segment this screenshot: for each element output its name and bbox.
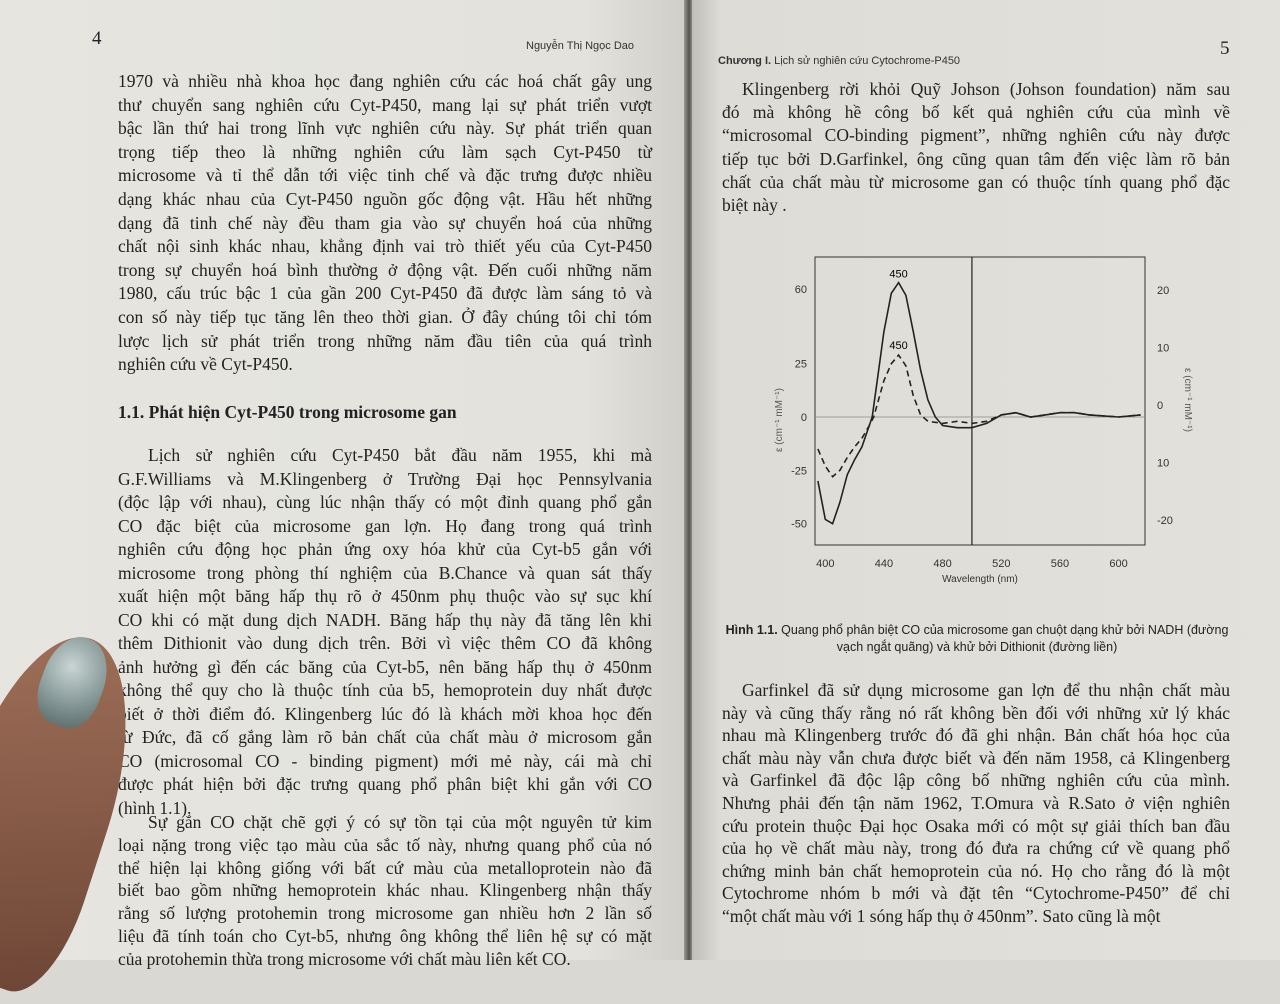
- text-line: nhau mà Klingenberg trước đó đã ghi nhận…: [722, 725, 1230, 746]
- right-y-tick-label: 0: [1157, 400, 1163, 412]
- text-line: lược lịch sử phát triển trong những năm …: [118, 330, 652, 351]
- y-tick-label: 60: [795, 284, 807, 296]
- text-line: chất màu này vẫn chưa được biết và đến n…: [722, 747, 1230, 768]
- text-line: thư chuyển sang nghiên cứu Cyt-P450, man…: [118, 94, 652, 115]
- section-heading: 1.1. Phát hiện Cyt-P450 trong microsome …: [118, 402, 457, 422]
- y-tick-label: -50: [791, 519, 807, 531]
- text-line: 1970 và nhiều nhà khoa học đang nghiên c…: [118, 71, 652, 91]
- text-line: cứu protein thuộc Đại học Osaka mới có m…: [722, 815, 1230, 836]
- text-line: Cytochrome nhóm b mới và đặt tên “Cytoch…: [722, 883, 1230, 904]
- page-number: 4: [92, 28, 102, 49]
- y-tick-label: -25: [791, 465, 807, 477]
- text-line: xuất hiện một băng hấp thụ rõ ở 450nm ph…: [118, 586, 652, 606]
- y-tick-label: 25: [795, 359, 807, 371]
- x-tick-label: 560: [1051, 558, 1069, 570]
- x-tick-label: 520: [992, 558, 1010, 570]
- chapter-label: Chương I.: [718, 55, 772, 67]
- text-line: không thể quy cho là thuộc tính của b5, …: [118, 680, 652, 700]
- dashed-series-line: [817, 353, 1141, 478]
- text-line: G.F.Williams và M.Klingenberg ở Trường Đ…: [118, 468, 652, 489]
- text-line: biệt này .: [722, 195, 787, 215]
- text-line: trong sự chuyển hoá bình thường ở động v…: [118, 259, 652, 280]
- text-line: microsome và tỉ thể dẫn tới việc tinh ch…: [118, 165, 652, 186]
- text-line: tiếp tục bởi D.Garfinkel, ông cũng quan …: [722, 148, 1230, 169]
- text-line: microsome trong phòng thí nghiệm của B.C…: [118, 562, 652, 583]
- y-axis-label: ε (cm⁻¹ mM⁻¹): [774, 388, 785, 452]
- text-line: thêm Dithionit vào dung dịch trên. Bởi v…: [118, 633, 652, 653]
- text-line: bậc lần thứ hai trong lĩnh vực nghiên cứ…: [118, 118, 652, 139]
- text-line: Klingenberg rời khỏi Quỹ Johson (Johson …: [742, 79, 1230, 99]
- text-line: (độc lập với nhau), cùng lúc nhận thấy c…: [118, 492, 652, 512]
- text-line: nghiên cứu về Cyt-P450.: [118, 354, 293, 375]
- text-line: con số này tiếp tục tăng lên theo thời g…: [118, 307, 652, 327]
- x-tick-label: 480: [933, 558, 951, 570]
- left-page: 4 Nguyễn Thị Ngọc Dao 1.1. Phát hiện Cyt…: [0, 0, 688, 969]
- caption-label: Hình 1.1.: [725, 623, 778, 637]
- text-line: ảnh hưởng gì đến các băng của Cyt-b5, nê…: [118, 656, 652, 677]
- text-line: CO (microsomal CO - binding pigment) mới…: [118, 750, 652, 771]
- text-line: chất của chất màu từ microsome gan có th…: [722, 171, 1230, 192]
- right-y-axis-label: ε (cm⁻¹ mM⁻¹): [1182, 368, 1193, 432]
- page-number: 5: [1220, 38, 1230, 59]
- text-line: “microsomal CO-binding pigment”, những n…: [722, 125, 1230, 146]
- text-line: CO khi có mặt dung dịch NADH. Băng hấp t…: [118, 609, 652, 630]
- text-line: chứng minh bản chất hemoprotein của nó. …: [722, 860, 1230, 881]
- x-axis-label: Wavelength (nm): [942, 574, 1018, 585]
- y-tick-label: 0: [801, 412, 807, 424]
- text-line: chất nội sinh khác nhau, khẳng định vai …: [118, 236, 652, 257]
- text-line: dạng khác nhau của Cyt-P450 nguồn gốc độ…: [118, 189, 652, 209]
- text-line: từ Đức, đã cố gắng làm rõ bản chất của c…: [118, 727, 652, 747]
- running-header: Chương I. Lịch sử nghiên cứu Cytochrome-…: [718, 55, 960, 67]
- text-line: (hình 1.1).: [118, 797, 192, 818]
- running-header: Nguyễn Thị Ngọc Dao: [526, 40, 635, 52]
- text-line: nghiên cứu động học phản ứng oxy hóa khử…: [118, 539, 652, 559]
- text-line: đó mà không hề công bố kết quả nghiên cứ…: [722, 102, 1230, 123]
- figure-1-1-chart: 400 440 480 520 560 600 60 25 0 -25 -50 20 10 0 10 -20 W…: [774, 256, 1193, 585]
- right-page: 5 Chương I. Lịch sử nghiên cứu Cytochrom…: [692, 0, 1280, 960]
- text-line: thể hiện lại không giống với bất cứ màu …: [118, 857, 652, 878]
- text-line: biết bao gồm những hemoprotein khác nhau…: [118, 880, 652, 901]
- text-line: Sự gắn CO chặt chẽ gợi ý có sự tồn tại c…: [148, 812, 652, 832]
- text-line: liệu đã tính toán cho Cyt-b5, nhưng ông …: [118, 926, 652, 946]
- text-line: của họ về chất màu này, trong đó đưa ra …: [722, 838, 1230, 859]
- x-tick-label: 400: [816, 558, 834, 570]
- right-y-tick-label: 10: [1157, 458, 1169, 470]
- text-line: Nhưng phải đến tận năm 1962, T.Omura và …: [722, 793, 1230, 813]
- text-line: loại nặng trong việc tạo màu của sắc tố …: [118, 834, 652, 855]
- right-y-tick-label: 20: [1157, 285, 1169, 297]
- text-line: rằng số lượng protohemin trong microsome…: [118, 903, 652, 924]
- text-line: “một chất màu với 1 sóng hấp thụ ở 450nm…: [722, 906, 1161, 926]
- text-line: 1980, cấu trúc bậc 1 của gần 200 Cyt-P45…: [118, 283, 652, 304]
- solid-series-line: [817, 281, 1141, 525]
- peak-annotation: 450: [889, 340, 907, 352]
- plot-frame: [814, 256, 1146, 546]
- text-line: biết ở thời điểm đó. Klingenberg lúc đó …: [118, 703, 652, 724]
- text-line: này và cũng thấy rằng nó rất không bền đ…: [722, 702, 1230, 723]
- text-line: trọng tiếp theo là những nghiên cứu làm …: [118, 141, 652, 162]
- peak-annotation: 450: [889, 269, 907, 281]
- text-line: của protohemin thừa trong microsome với …: [118, 948, 571, 969]
- figure-caption: Hình 1.1. Quang phổ phân biệt CO của mic…: [722, 622, 1232, 656]
- text-line: Lịch sử nghiên cứu Cyt-P450 bắt đầu năm …: [148, 445, 652, 465]
- text-line: Garfinkel đã sử dụng microsome gan lợn đ…: [742, 680, 1230, 700]
- right-y-tick-label: 10: [1157, 342, 1169, 354]
- chapter-title: Lịch sử nghiên cứu Cytochrome-P450: [771, 55, 961, 67]
- text-line: CO đặc biệt của microsome gan lợn. Họ đa…: [118, 515, 652, 536]
- text-line: dạng đã tinh chế này đều tham gia vào sự…: [118, 212, 652, 233]
- right-y-tick-label: -20: [1157, 515, 1173, 527]
- x-tick-label: 600: [1109, 558, 1127, 570]
- text-line: và Garfinkel đã độc lập công bố những ng…: [722, 770, 1230, 791]
- book-gutter: [684, 0, 694, 960]
- caption-text: Quang phổ phân biệt CO của microsome gan…: [777, 623, 1229, 654]
- x-tick-label: 440: [875, 558, 893, 570]
- text-line: được phát hiện bởi đặc trưng quang phổ p…: [118, 774, 652, 794]
